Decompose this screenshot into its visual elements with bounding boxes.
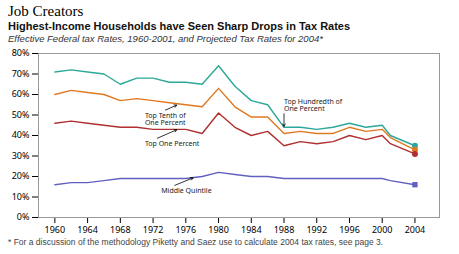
svg-text:Middle Quintile: Middle Quintile: [161, 186, 211, 195]
svg-text:10%: 10%: [12, 190, 30, 203]
svg-text:80%: 80%: [12, 46, 30, 59]
svg-text:1976: 1976: [176, 223, 197, 236]
svg-text:1988: 1988: [274, 223, 295, 236]
svg-text:1984: 1984: [241, 223, 262, 236]
html-text:Job Creators: Job Creators: [8, 3, 84, 19]
svg-text:1960: 1960: [45, 223, 66, 236]
svg-text:Top Tenth ofOne Percent: Top Tenth ofOne Percent: [145, 111, 186, 127]
svg-text:1968: 1968: [110, 223, 131, 236]
svg-text:1964: 1964: [77, 223, 98, 236]
svg-text:60%: 60%: [12, 87, 30, 100]
svg-text:50%: 50%: [12, 108, 30, 121]
svg-text:40%: 40%: [12, 128, 30, 141]
svg-text:70%: 70%: [12, 67, 30, 80]
svg-text:20%: 20%: [12, 169, 30, 182]
svg-text:1980: 1980: [208, 223, 229, 236]
svg-text:1972: 1972: [143, 223, 164, 236]
svg-text:2004: 2004: [405, 223, 426, 236]
svg-text:Top One Percent: Top One Percent: [145, 139, 200, 148]
svg-text:0%: 0%: [17, 210, 30, 223]
html-text:Effective Federal tax Rates, 1: Effective Federal tax Rates, 1960-2001, …: [8, 33, 323, 44]
svg-text:2000: 2000: [372, 223, 393, 236]
html-text:* For a discussion of the meth: * For a discussion of the methodology Pi…: [8, 237, 384, 247]
svg-text:1996: 1996: [339, 223, 360, 236]
html-text:Highest-Income Households have: Highest-Income Households have Seen Shar…: [8, 20, 351, 32]
svg-text:30%: 30%: [12, 149, 30, 162]
svg-text:Top Hundredth ofOne Percent: Top Hundredth ofOne Percent: [284, 96, 343, 112]
svg-text:1992: 1992: [306, 223, 327, 236]
